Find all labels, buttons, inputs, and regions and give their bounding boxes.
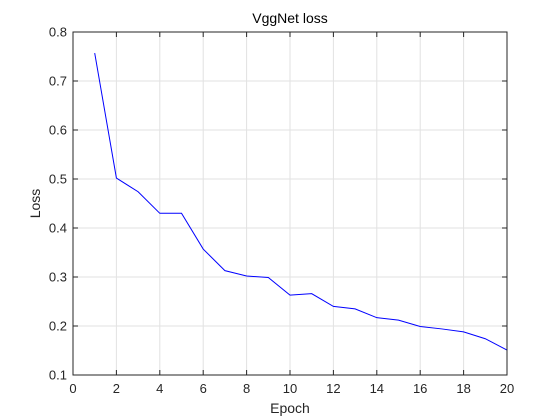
- y-axis-label: Loss: [27, 189, 43, 219]
- y-tick-label: 0.2: [49, 319, 67, 334]
- x-tick-label: 10: [283, 381, 297, 396]
- x-tick-label: 20: [500, 381, 514, 396]
- x-axis-label: Epoch: [270, 400, 310, 416]
- y-tick-label: 0.7: [49, 74, 67, 89]
- x-tick-labels: 0 2 4 6 8 10 12 14 16 18 20: [69, 381, 514, 396]
- y-tick-label: 0.1: [49, 368, 67, 383]
- series-line: [94, 52, 508, 351]
- x-tick-label: 18: [456, 381, 470, 396]
- y-tick-label: 0.8: [49, 25, 67, 40]
- x-tick-label: 14: [370, 381, 384, 396]
- x-tick-label: 4: [156, 381, 163, 396]
- y-tick-label: 0.4: [49, 221, 67, 236]
- x-tick-label: 8: [243, 381, 250, 396]
- y-tick-label: 0.5: [49, 172, 67, 187]
- y-tick-label: 0.3: [49, 270, 67, 285]
- tick-marks: [72, 31, 508, 376]
- y-tick-labels: 0.1 0.2 0.3 0.4 0.5 0.6 0.7 0.8: [49, 25, 67, 383]
- x-tick-label: 16: [413, 381, 427, 396]
- chart-title: VggNet loss: [252, 10, 327, 26]
- x-tick-label: 2: [113, 381, 120, 396]
- y-tick-label: 0.6: [49, 123, 67, 138]
- x-tick-label: 0: [69, 381, 76, 396]
- x-tick-label: 12: [326, 381, 340, 396]
- x-tick-label: 6: [200, 381, 207, 396]
